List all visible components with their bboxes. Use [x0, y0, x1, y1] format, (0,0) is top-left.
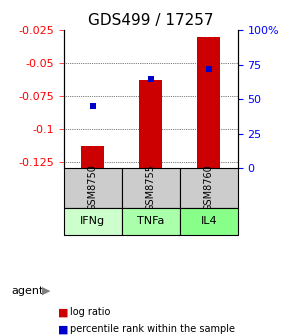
FancyBboxPatch shape — [64, 208, 122, 235]
Text: TNFa: TNFa — [137, 216, 164, 226]
Text: log ratio: log ratio — [70, 307, 110, 318]
Text: percentile rank within the sample: percentile rank within the sample — [70, 324, 235, 334]
Text: GSM8760: GSM8760 — [204, 165, 214, 211]
Bar — [139, 80, 162, 168]
FancyBboxPatch shape — [180, 208, 238, 235]
Bar — [197, 37, 220, 168]
Text: agent: agent — [12, 286, 44, 296]
Text: ■: ■ — [58, 307, 68, 318]
Text: ▶: ▶ — [42, 286, 50, 296]
Text: IL4: IL4 — [200, 216, 217, 226]
Text: GDS499 / 17257: GDS499 / 17257 — [88, 13, 213, 28]
Text: IFNg: IFNg — [80, 216, 105, 226]
FancyBboxPatch shape — [64, 168, 122, 208]
FancyBboxPatch shape — [122, 168, 180, 208]
FancyBboxPatch shape — [122, 208, 180, 235]
Bar — [81, 146, 104, 168]
Text: GSM8750: GSM8750 — [88, 164, 98, 211]
FancyBboxPatch shape — [180, 168, 238, 208]
Text: ■: ■ — [58, 324, 68, 334]
Text: GSM8755: GSM8755 — [146, 164, 156, 211]
